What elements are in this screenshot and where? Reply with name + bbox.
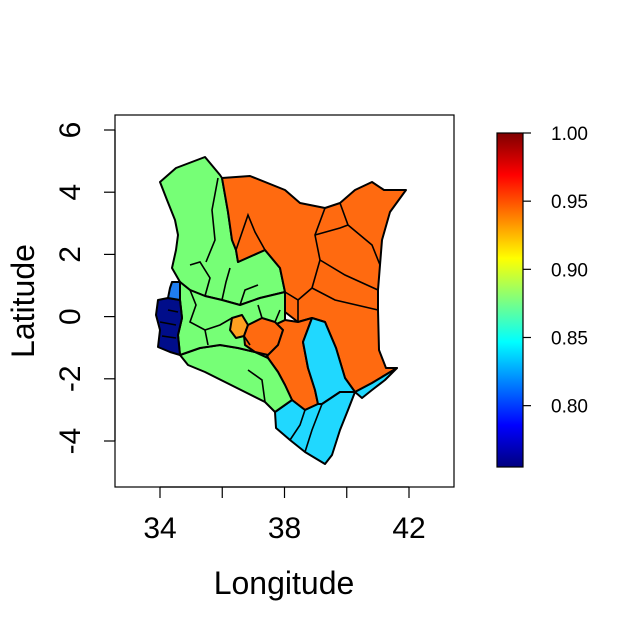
- y-tick-label: -4: [54, 428, 87, 455]
- region-northeast: [221, 175, 407, 393]
- colorbar-tick-label: 1.00: [551, 124, 588, 145]
- x-tick-label: 34: [143, 512, 176, 545]
- county-boundaries: [159, 177, 381, 453]
- y-tick-label: 6: [54, 122, 87, 139]
- y-tick-label: 0: [54, 308, 87, 325]
- y-axis-title: Latitude: [5, 244, 41, 358]
- y-tick-label: 4: [54, 184, 87, 201]
- region-lamu: [354, 367, 398, 399]
- x-axis: 34 38 42: [143, 486, 426, 545]
- kenya-map: [155, 156, 407, 465]
- x-tick-label: 38: [268, 512, 301, 545]
- x-tick-label: 42: [392, 512, 425, 545]
- region-central-orange: [243, 317, 284, 356]
- region-lake-victoria: [155, 297, 183, 356]
- y-tick-label: -2: [54, 365, 87, 392]
- x-axis-title: Longitude: [214, 565, 355, 601]
- colorbar-axis: 0.80 0.85 0.90 0.95 1.00: [523, 124, 588, 418]
- region-coast-cyan: [274, 391, 356, 465]
- colorbar-tick-label: 0.95: [551, 192, 588, 213]
- colorbar: [496, 132, 524, 468]
- y-axis: -4 -2 0 2 4 6: [54, 122, 116, 455]
- region-western-blue: [167, 281, 181, 301]
- colorbar-tick-label: 0.90: [551, 260, 588, 281]
- colorbar-tick-label: 0.85: [551, 328, 588, 349]
- y-tick-label: 2: [54, 246, 87, 263]
- colorbar-tick-label: 0.80: [551, 397, 588, 418]
